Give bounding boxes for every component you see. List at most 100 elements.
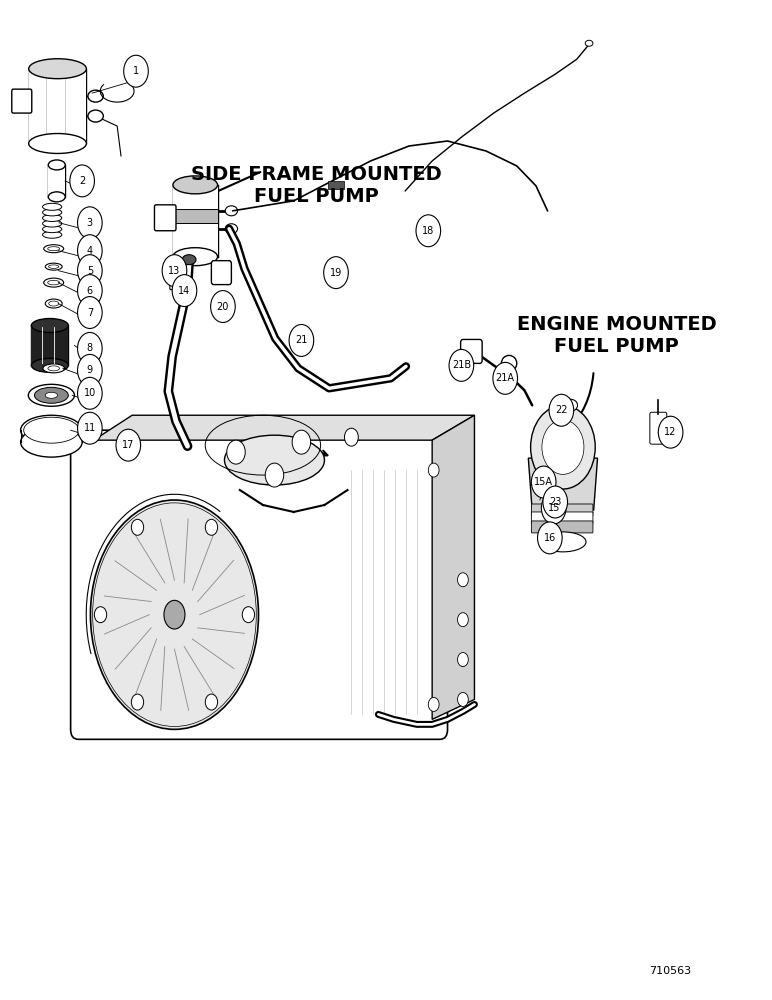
Circle shape <box>77 297 102 328</box>
Bar <box>29 69 86 143</box>
Ellipse shape <box>164 600 185 629</box>
Ellipse shape <box>29 384 74 406</box>
Text: 15: 15 <box>547 503 560 513</box>
Bar <box>49 165 66 197</box>
Circle shape <box>323 257 348 289</box>
Text: 23: 23 <box>549 497 561 507</box>
Text: 10: 10 <box>83 388 96 398</box>
FancyBboxPatch shape <box>461 339 482 363</box>
Ellipse shape <box>42 231 62 238</box>
Text: 1: 1 <box>133 66 139 76</box>
Ellipse shape <box>29 134 86 153</box>
Circle shape <box>77 377 102 409</box>
Ellipse shape <box>43 364 65 373</box>
Text: 7: 7 <box>86 308 93 318</box>
Text: 19: 19 <box>330 268 342 278</box>
FancyBboxPatch shape <box>12 89 32 113</box>
Text: 13: 13 <box>168 266 181 276</box>
Bar <box>328 181 344 189</box>
Text: 21A: 21A <box>496 373 515 383</box>
Ellipse shape <box>564 399 577 411</box>
Ellipse shape <box>48 247 59 251</box>
Circle shape <box>77 207 102 239</box>
FancyBboxPatch shape <box>531 521 593 533</box>
Bar <box>173 185 218 257</box>
Ellipse shape <box>46 299 63 308</box>
Ellipse shape <box>32 319 68 332</box>
Circle shape <box>69 165 94 197</box>
Ellipse shape <box>35 387 68 403</box>
Ellipse shape <box>88 110 103 122</box>
Ellipse shape <box>42 203 62 210</box>
Text: 12: 12 <box>665 427 677 437</box>
Ellipse shape <box>42 220 62 227</box>
FancyBboxPatch shape <box>154 205 176 231</box>
Circle shape <box>428 697 439 711</box>
Circle shape <box>344 428 358 446</box>
Circle shape <box>211 291 235 322</box>
Circle shape <box>77 332 102 364</box>
Text: 14: 14 <box>178 286 191 296</box>
Ellipse shape <box>49 265 59 268</box>
Text: SIDE FRAME MOUNTED
FUEL PUMP: SIDE FRAME MOUNTED FUEL PUMP <box>191 165 442 206</box>
Circle shape <box>416 215 441 247</box>
Ellipse shape <box>173 176 218 194</box>
Text: 17: 17 <box>122 440 134 450</box>
Ellipse shape <box>21 427 82 457</box>
Circle shape <box>659 416 683 448</box>
Circle shape <box>124 55 148 87</box>
Circle shape <box>549 394 574 426</box>
Circle shape <box>458 573 469 587</box>
Ellipse shape <box>49 301 59 306</box>
Ellipse shape <box>24 417 79 443</box>
Text: 21B: 21B <box>452 360 471 370</box>
Ellipse shape <box>44 278 64 287</box>
Circle shape <box>458 613 469 627</box>
Text: 6: 6 <box>86 286 93 296</box>
FancyBboxPatch shape <box>166 260 180 274</box>
Circle shape <box>172 275 197 307</box>
Circle shape <box>131 519 144 535</box>
Ellipse shape <box>182 255 196 265</box>
Circle shape <box>266 463 283 487</box>
FancyBboxPatch shape <box>531 504 593 516</box>
Circle shape <box>116 429 141 461</box>
Ellipse shape <box>48 366 59 371</box>
Circle shape <box>242 607 255 623</box>
Polygon shape <box>432 415 475 719</box>
Circle shape <box>205 694 218 710</box>
Text: 3: 3 <box>86 218 93 228</box>
Circle shape <box>77 412 102 444</box>
Ellipse shape <box>42 209 62 216</box>
Ellipse shape <box>225 435 324 485</box>
Text: ENGINE MOUNTED
FUEL PUMP: ENGINE MOUNTED FUEL PUMP <box>517 315 716 356</box>
FancyBboxPatch shape <box>531 512 593 524</box>
Circle shape <box>449 349 474 381</box>
Ellipse shape <box>225 224 238 234</box>
Text: 9: 9 <box>86 365 93 375</box>
Circle shape <box>77 354 102 386</box>
Circle shape <box>77 255 102 287</box>
Ellipse shape <box>90 500 259 729</box>
Ellipse shape <box>46 392 58 398</box>
Ellipse shape <box>42 226 62 233</box>
Ellipse shape <box>29 59 86 79</box>
Ellipse shape <box>42 214 62 221</box>
Circle shape <box>537 522 562 554</box>
Text: 18: 18 <box>422 226 435 236</box>
Circle shape <box>77 275 102 307</box>
Text: 11: 11 <box>83 423 96 433</box>
Text: 8: 8 <box>86 343 93 353</box>
Text: 21: 21 <box>295 335 307 345</box>
Ellipse shape <box>173 248 218 266</box>
Ellipse shape <box>540 532 586 552</box>
Ellipse shape <box>585 40 593 46</box>
Ellipse shape <box>501 355 516 371</box>
Circle shape <box>94 607 107 623</box>
Ellipse shape <box>225 206 238 216</box>
Circle shape <box>292 430 310 454</box>
Circle shape <box>543 486 567 518</box>
Circle shape <box>162 255 187 287</box>
Circle shape <box>77 235 102 267</box>
Circle shape <box>428 463 439 477</box>
